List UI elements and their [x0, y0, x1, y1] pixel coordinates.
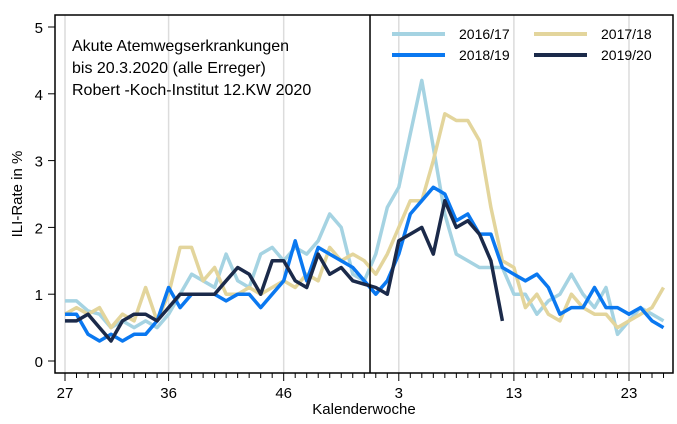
y-tick-label: 5 [35, 20, 43, 37]
series-line-2018-19 [65, 185, 665, 343]
y-tick-label: 0 [35, 354, 43, 371]
x-axis: 27 36 46 3 13 23 [57, 373, 665, 402]
x-tick-label: 36 [160, 385, 177, 402]
legend-label: 2017/18 [601, 26, 652, 42]
x-tick-label: 23 [621, 385, 638, 402]
x-tick-label: 46 [275, 385, 292, 402]
x-axis-label: Kalenderwoche [312, 401, 415, 418]
x-tick-label: 3 [395, 385, 403, 402]
annotation: Akute Atemwegserkrankungen bis 20.3.2020… [72, 38, 311, 99]
x-tick-label: 13 [506, 385, 523, 402]
legend-label: 2019/20 [601, 47, 652, 63]
y-tick-label: 2 [35, 220, 43, 237]
y-tick-label: 1 [35, 287, 43, 304]
legend: 2016/17 2017/18 2018/19 2019/20 [392, 26, 652, 63]
y-tick-label: 4 [35, 87, 43, 104]
annotation-line-2: bis 20.3.2020 (alle Erreger) [72, 60, 266, 77]
y-tick-label: 3 [35, 154, 43, 171]
legend-label: 2016/17 [459, 26, 510, 42]
annotation-line-1: Akute Atemwegserkrankungen [72, 38, 289, 55]
series-line-2017-18 [64, 112, 666, 330]
annotation-line-3: Robert -Koch-Institut 12.KW 2020 [72, 82, 311, 99]
series-lines [64, 78, 666, 343]
y-axis: 0 1 2 3 4 5 [35, 20, 55, 371]
x-tick-label: 27 [57, 385, 74, 402]
legend-label: 2018/19 [459, 47, 510, 63]
y-axis-label: ILI-Rate in % [9, 151, 26, 238]
series-line-2019-20 [65, 198, 505, 343]
